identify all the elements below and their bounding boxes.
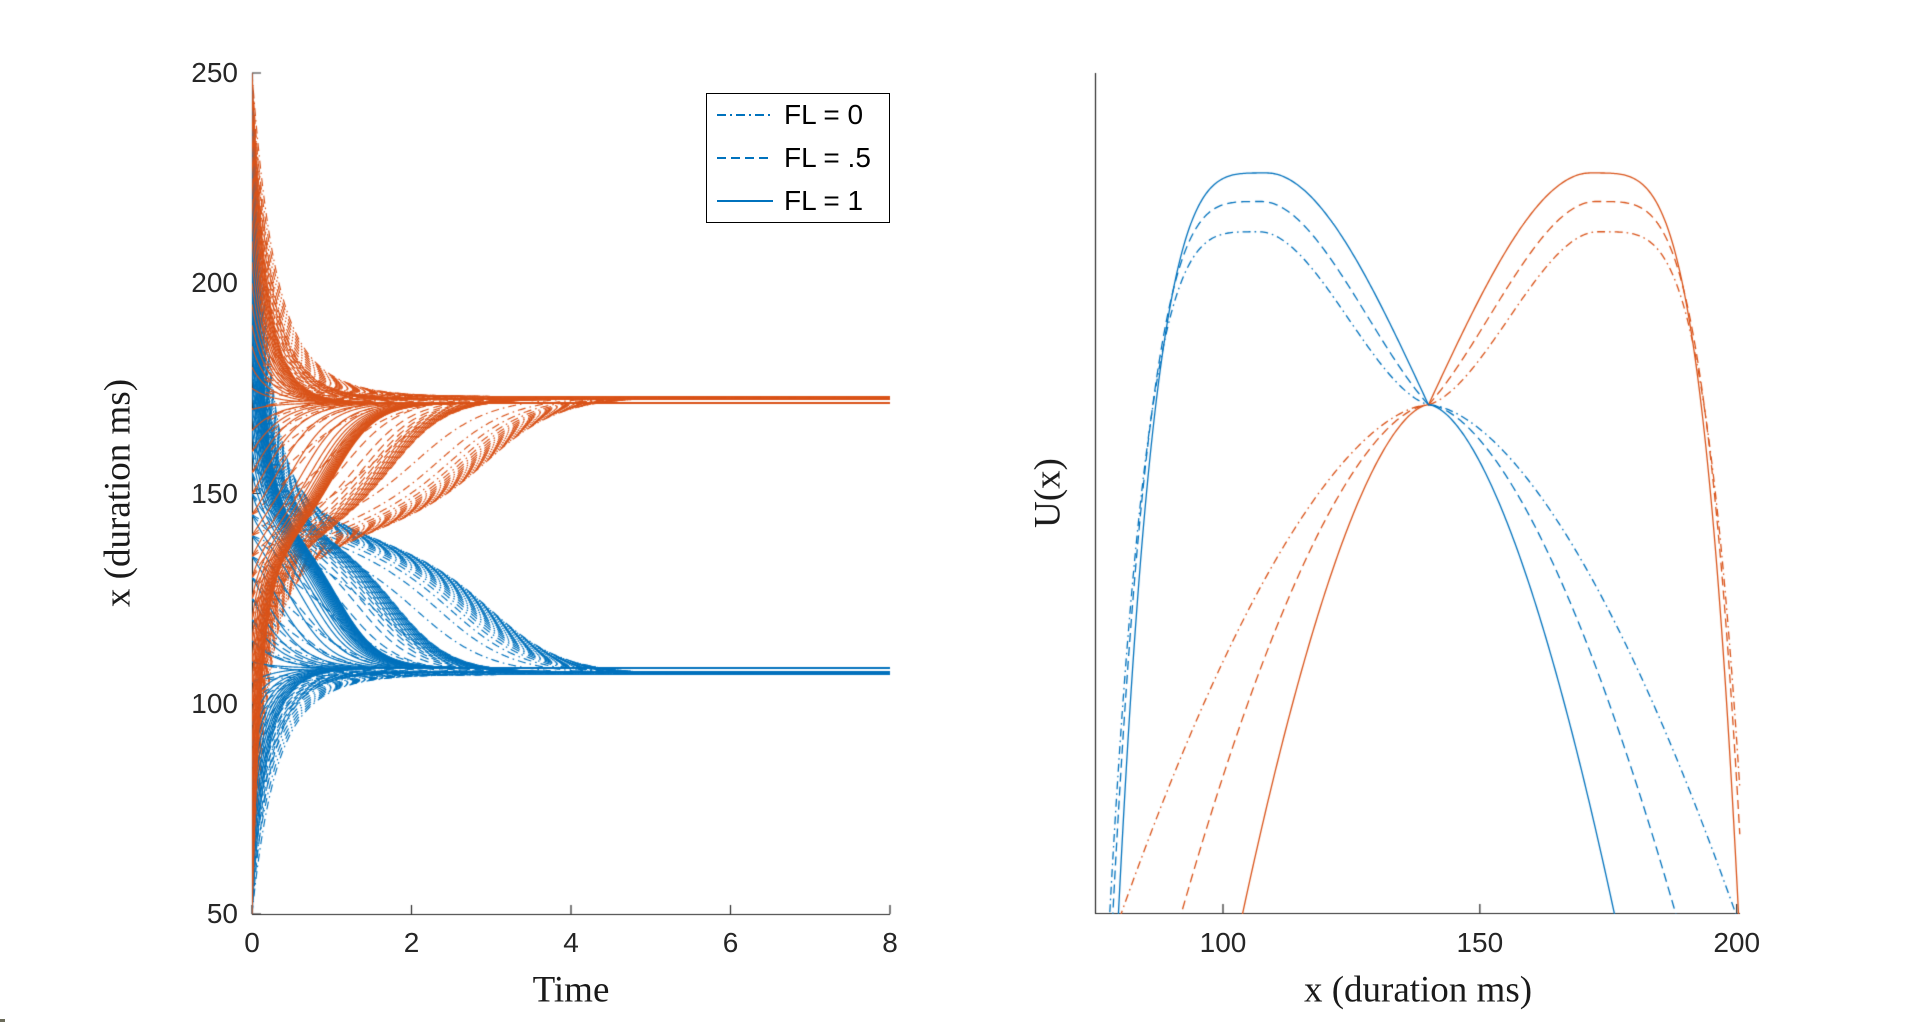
legend-item-fl1: FL = 1 (707, 179, 889, 222)
left-plot-xtick-label: 4 (563, 927, 579, 958)
legend-label: FL = 1 (784, 184, 864, 216)
left-plot-xtick-label: 8 (882, 927, 898, 958)
screenshot-artifact (0, 1019, 5, 1022)
legend-item-fl05: FL = .5 (707, 137, 889, 180)
left-plot-ytick-label: 200 (191, 267, 238, 299)
left-plot-ytick-label: 100 (191, 687, 238, 719)
right-plot-xtick-label: 100 (1199, 927, 1247, 958)
dashed-line-sample (717, 157, 773, 159)
dash-dot-line-sample (717, 114, 773, 117)
right-plot-xtick-label: 200 (1713, 927, 1761, 958)
left-plot-ytick-label: 150 (191, 477, 238, 509)
right-y-axis-label: U(x) (1027, 458, 1069, 528)
left-plot-xtick-label: 2 (403, 927, 420, 958)
solid-line-sample (717, 199, 773, 202)
left-plot-ytick-label: 50 (206, 898, 238, 929)
legend-label: FL = .5 (784, 142, 871, 173)
left-y-axis-label: x (duration ms) (97, 378, 139, 608)
legend-box: FL = 0 FL = .5 FL = 1 (706, 93, 890, 223)
legend-item-fl0: FL = 0 (707, 94, 889, 137)
right-x-axis-label: x (duration ms) (1303, 969, 1533, 1011)
left-plot-ytick-label: 250 (191, 57, 238, 88)
left-x-axis-label: Time (532, 969, 610, 1011)
right-plot-xtick-label: 150 (1456, 927, 1504, 958)
left-plot-xtick-label: 6 (722, 927, 739, 958)
legend-label: FL = 0 (784, 99, 864, 131)
left-plot-xtick-label: 0 (244, 927, 260, 958)
